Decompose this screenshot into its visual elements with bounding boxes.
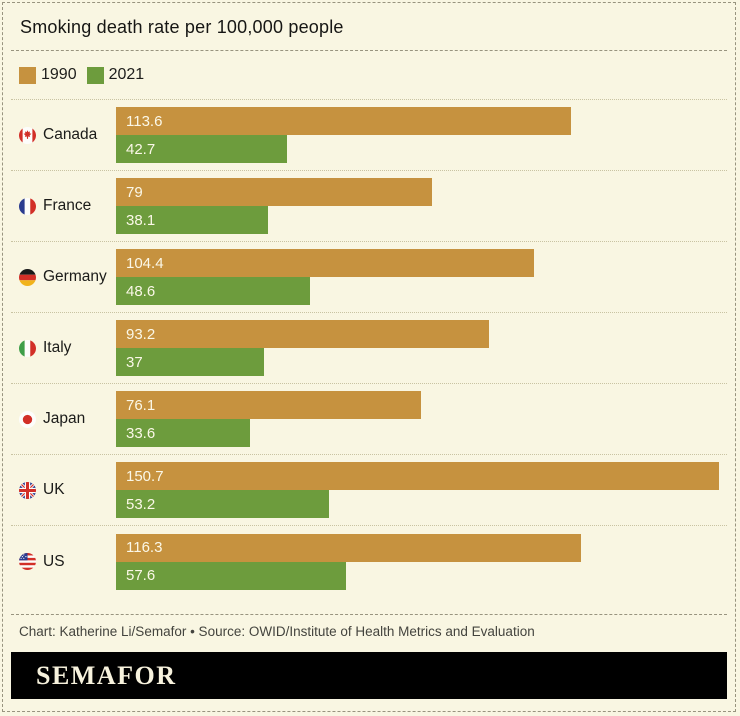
bar-value-label: 79 (126, 183, 143, 201)
bar-value-label: 113.6 (126, 112, 163, 130)
country-label-cell: Italy (19, 339, 116, 357)
bar-2021: 57.6 (116, 561, 347, 590)
chart-row: US 116.3 57.6 (11, 526, 727, 597)
legend-item: 1990 (19, 66, 77, 84)
bar-2021: 38.1 (116, 206, 269, 234)
country-name: Germany (43, 268, 107, 285)
bar-value-label: 93.2 (126, 325, 156, 343)
bar-group: 150.7 53.2 (116, 462, 719, 518)
chart-row: Italy 93.2 37 (11, 313, 727, 384)
chart-credit: Chart: Katherine Li/Semafor • Source: OW… (19, 624, 535, 639)
country-name: Canada (43, 126, 98, 143)
country-label-cell: Japan (19, 410, 116, 428)
bar-value-label: 76.1 (126, 396, 156, 414)
country-name: UK (43, 481, 65, 498)
bar-value-label: 42.7 (126, 140, 156, 158)
bar-value-label: 57.6 (126, 567, 156, 584)
bar-value-label: 53.2 (126, 495, 156, 513)
chart-legend: 1990 2021 (11, 51, 727, 100)
country-name: Japan (43, 410, 86, 427)
flag-france-icon (19, 197, 36, 215)
bar-2021: 33.6 (116, 419, 251, 447)
bar-2021: 42.7 (116, 135, 287, 163)
country-label-cell: Canada (19, 126, 116, 144)
flag-germany-icon (19, 268, 36, 286)
legend-item: 2021 (86, 66, 145, 84)
bar-group: 76.1 33.6 (116, 391, 719, 447)
flag-canada-icon (19, 126, 36, 144)
bar-1990: 116.3 (116, 533, 582, 562)
bar-2021: 53.2 (116, 490, 329, 518)
bar-group: 116.3 57.6 (116, 533, 719, 590)
flag-us-icon (19, 553, 36, 570)
chart-row: France 79 38.1 (11, 171, 727, 242)
country-label-cell: US (19, 553, 116, 571)
bar-value-label: 104.4 (126, 254, 164, 272)
footer-divider (11, 614, 727, 615)
bar-1990: 76.1 (116, 391, 421, 419)
chart-row: Japan 76.1 33.6 (11, 384, 727, 455)
bar-group: 104.4 48.6 (116, 249, 719, 305)
bar-2021: 37 (116, 348, 265, 376)
chart-header: Smoking death rate per 100,000 people (11, 3, 727, 51)
bar-1990: 150.7 (116, 462, 719, 490)
legend-label: 1990 (41, 66, 77, 83)
country-label-cell: Germany (19, 268, 116, 286)
bar-1990: 113.6 (116, 107, 571, 135)
bar-1990: 93.2 (116, 320, 489, 348)
country-name: France (43, 197, 92, 214)
flag-italy-icon (19, 339, 36, 357)
country-label-cell: France (19, 197, 116, 215)
bar-group: 79 38.1 (116, 178, 719, 234)
flag-japan-icon (19, 410, 36, 428)
bar-value-label: 33.6 (126, 424, 156, 442)
chart-title: Smoking death rate per 100,000 people (20, 17, 344, 37)
chart-rows: Canada 113.6 42.7 France 79 38.1 Germany 104.4 4… (11, 100, 727, 597)
country-name: Italy (43, 339, 72, 356)
country-name: US (43, 552, 65, 570)
legend-swatch-2021-icon (86, 66, 104, 84)
bar-1990: 104.4 (116, 249, 534, 277)
bar-value-label: 150.7 (126, 467, 164, 485)
country-label-cell: UK (19, 481, 116, 499)
semafor-logo: SEMAFOR (36, 660, 177, 690)
chart-row: Canada 113.6 42.7 (11, 100, 727, 171)
bar-group: 93.2 37 (116, 320, 719, 376)
legend-label: 2021 (108, 66, 145, 83)
bar-value-label: 38.1 (126, 211, 156, 229)
legend-swatch-1990-icon (19, 66, 36, 84)
bar-group: 113.6 42.7 (116, 107, 719, 163)
bar-value-label: 37 (126, 353, 143, 371)
semafor-logo-bar: SEMAFOR (11, 652, 727, 699)
bar-value-label: 116.3 (126, 539, 163, 556)
bar-value-label: 48.6 (126, 282, 156, 300)
bar-1990: 79 (116, 178, 433, 206)
chart-row: UK 150.7 53.2 (11, 455, 727, 526)
bar-2021: 48.6 (116, 277, 311, 305)
chart-row: Germany 104.4 48.6 (11, 242, 727, 313)
flag-uk-icon (19, 481, 36, 499)
